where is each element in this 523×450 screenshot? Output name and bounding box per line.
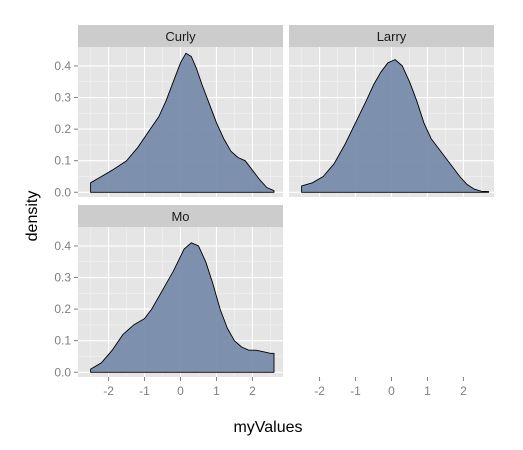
facet-panel-mo: Mo — [78, 205, 283, 377]
y-tick-label: 0.4 — [54, 239, 71, 253]
x-tick-label: -2 — [314, 384, 325, 398]
facet-panel-larry: Larry — [289, 25, 494, 197]
x-tick-label: -2 — [103, 384, 114, 398]
x-tick-label: 2 — [460, 384, 467, 398]
y-tick-label: 0.1 — [54, 154, 71, 168]
x-axis-title: myValues — [233, 419, 302, 436]
density-area-curly — [90, 52, 275, 193]
x-tick-label: 1 — [213, 384, 220, 398]
facet-panel-curly: Curly — [78, 25, 283, 197]
density-area-mo — [90, 242, 275, 373]
y-tick-label: 0.0 — [54, 185, 71, 199]
y-tick-label: 0.0 — [54, 365, 71, 379]
facet-strip — [289, 25, 494, 47]
x-tick-label: 1 — [424, 384, 431, 398]
x-tick-label: 2 — [249, 384, 256, 398]
y-tick-label: 0.3 — [54, 91, 71, 105]
facet-strip-label: Larry — [377, 29, 407, 44]
x-tick-label: 0 — [177, 384, 184, 398]
density-area-larry — [301, 59, 490, 193]
y-tick-label: 0.1 — [54, 334, 71, 348]
y-tick-label: 0.2 — [54, 122, 71, 136]
y-tick-label: 0.3 — [54, 271, 71, 285]
y-tick-label: 0.2 — [54, 302, 71, 316]
facet-strip-label: Curly — [165, 29, 196, 44]
y-axis-title: density — [24, 191, 41, 242]
facet-strip — [78, 205, 283, 227]
panels-layer: Curly Larry Mo — [78, 25, 494, 377]
y-tick-label: 0.4 — [54, 59, 71, 73]
x-tick-label: -1 — [350, 384, 361, 398]
facet-strip — [78, 25, 283, 47]
facet-strip-label: Mo — [171, 209, 189, 224]
x-tick-label: -1 — [139, 384, 150, 398]
axes-layer: 0.0 0.1 0.2 0.3 0.4 0.0 0.1 0.2 0.3 0.4 -2 -1 0 1 2 -2 -… — [54, 59, 467, 398]
x-tick-label: 0 — [388, 384, 395, 398]
